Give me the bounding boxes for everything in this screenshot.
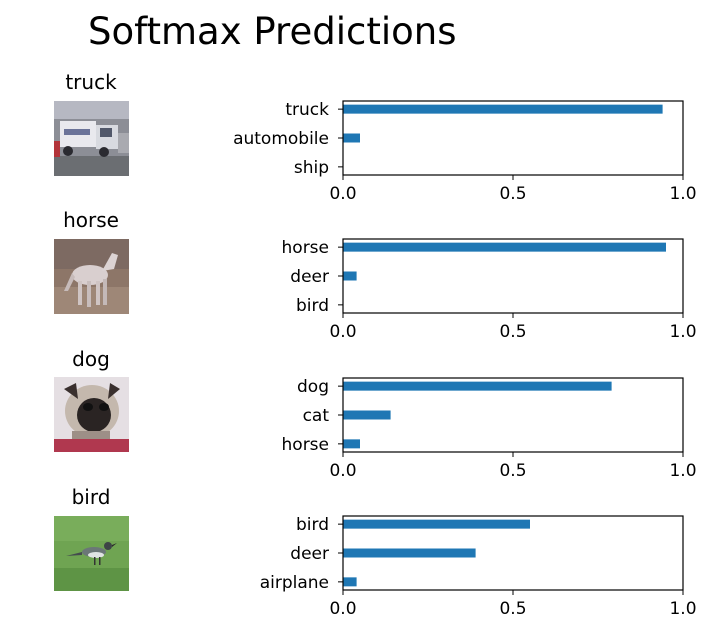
y-tick-label-1-truck: truck [285, 100, 329, 120]
bar-4-bird [343, 519, 530, 529]
bar-1-truck [343, 104, 663, 114]
y-tick-label-1-ship: ship [294, 158, 329, 178]
bar-4-airplane [343, 577, 357, 587]
y-tick-label-4-deer: deer [290, 544, 329, 564]
bar-2-horse [343, 242, 666, 252]
x-tick-label-1-3: 1.0 [669, 184, 696, 204]
bar-1-automobile [343, 133, 360, 143]
y-tick-label-3-cat: cat [303, 406, 330, 426]
dog-photo-thumbnail-icon [54, 377, 129, 452]
row-label-2: horse [63, 208, 119, 232]
x-tick-label-2-1: 0.0 [329, 322, 356, 342]
bar-3-cat [343, 410, 391, 420]
y-tick-label-3-horse: horse [282, 435, 329, 455]
x-tick-label-3-2: 0.5 [499, 461, 526, 481]
y-tick-label-2-bird: bird [296, 296, 329, 316]
y-tick-label-4-airplane: airplane [260, 573, 329, 593]
horse-photo-thumbnail-icon [54, 239, 129, 314]
x-tick-label-4-1: 0.0 [329, 599, 356, 619]
y-tick-label-1-automobile: automobile [233, 129, 329, 149]
x-tick-label-4-2: 0.5 [499, 599, 526, 619]
y-tick-label-3-dog: dog [297, 377, 329, 397]
bar-3-horse [343, 439, 360, 449]
x-tick-label-4-3: 1.0 [669, 599, 696, 619]
row-label-1: truck [65, 70, 117, 94]
truck-photo-thumbnail-icon [54, 101, 129, 176]
x-tick-label-3-1: 0.0 [329, 461, 356, 481]
x-tick-label-2-2: 0.5 [499, 322, 526, 342]
bar-2-deer [343, 271, 357, 281]
bar-4-deer [343, 548, 476, 558]
row-label-4: bird [71, 485, 111, 509]
y-tick-label-2-horse: horse [282, 238, 329, 258]
x-tick-label-1-1: 0.0 [329, 184, 356, 204]
figure-title: Softmax Predictions [88, 10, 457, 53]
x-tick-label-3-3: 1.0 [669, 461, 696, 481]
bar-3-dog [343, 381, 612, 391]
x-tick-label-2-3: 1.0 [669, 322, 696, 342]
y-tick-label-4-bird: bird [296, 515, 329, 535]
bird-photo-thumbnail-icon [54, 516, 129, 591]
y-tick-label-2-deer: deer [290, 267, 329, 287]
x-tick-label-1-2: 0.5 [499, 184, 526, 204]
row-label-3: dog [72, 347, 110, 371]
